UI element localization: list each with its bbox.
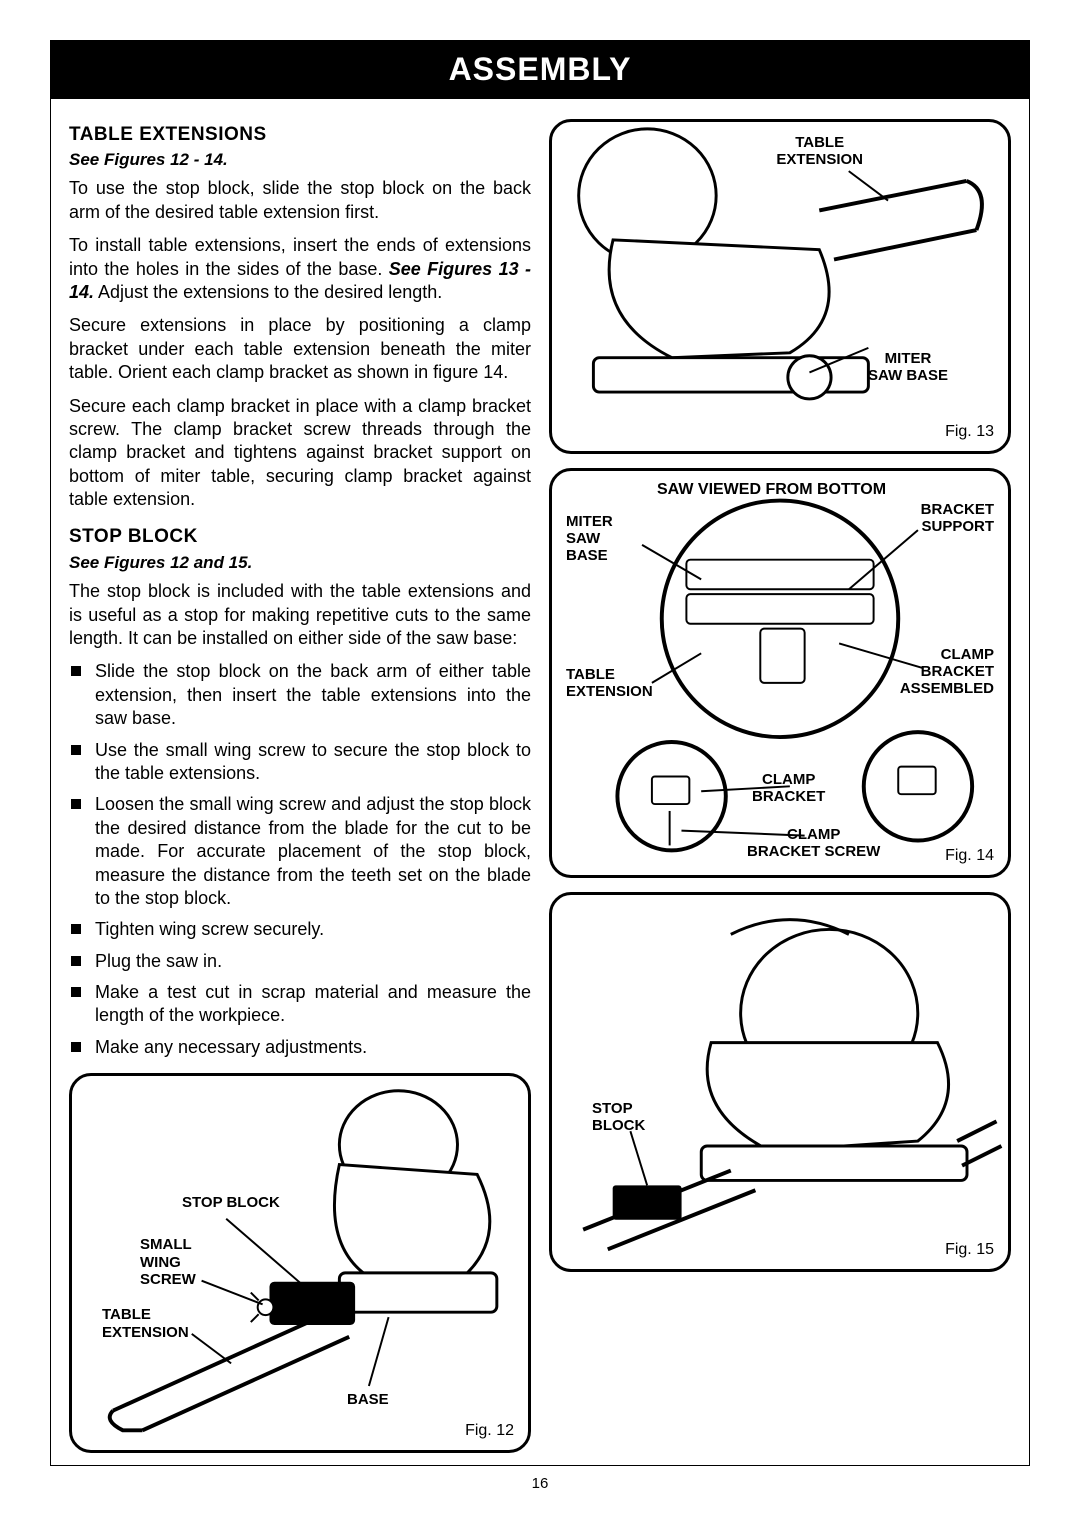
table-extensions-para-3: Secure extensions in place by positionin… <box>69 314 531 384</box>
fig14-label-clamp-bracket: CLAMP BRACKET <box>752 771 825 806</box>
figure-13: TABLE EXTENSION MITER SAW BASE Fig. 13 <box>549 119 1011 454</box>
fig14-label-miter-saw-base: MITER SAW BASE <box>566 513 613 565</box>
fig14-label-clamp-bracket-assembled: CLAMP BRACKET ASSEMBLED <box>900 646 994 698</box>
fig12-caption: Fig. 12 <box>465 1421 514 1442</box>
table-extensions-para-4: Secure each clamp bracket in place with … <box>69 395 531 512</box>
list-item: Tighten wing screw securely. <box>69 918 531 941</box>
fig12-label-base: BASE <box>347 1391 389 1408</box>
left-column: TABLE EXTENSIONS See Figures 12 - 14. To… <box>69 119 531 1454</box>
figure-12: STOP BLOCK SMALL WING SCREW TABLE EXTENS… <box>69 1073 531 1453</box>
content-area: TABLE EXTENSIONS See Figures 12 - 14. To… <box>51 99 1029 1466</box>
stop-block-bullets: Slide the stop block on the back arm of … <box>69 660 531 1059</box>
list-item: Plug the saw in. <box>69 950 531 973</box>
fig14-label-saw-viewed: SAW VIEWED FROM BOTTOM <box>657 481 886 499</box>
table-extensions-see-figures: See Figures 12 - 14. <box>69 149 531 171</box>
fig13-label-miter-saw-base: MITER SAW BASE <box>868 350 948 385</box>
list-item: Use the small wing screw to secure the s… <box>69 739 531 786</box>
fig12-label-stop-block: STOP BLOCK <box>182 1194 280 1211</box>
fig14-label-bracket-support: BRACKET SUPPORT <box>921 501 994 536</box>
list-item: Slide the stop block on the back arm of … <box>69 660 531 730</box>
figure-14: SAW VIEWED FROM BOTTOM MITER SAW BASE BR… <box>549 468 1011 878</box>
fig13-caption: Fig. 13 <box>945 422 994 443</box>
table-extensions-heading: TABLE EXTENSIONS <box>69 123 531 148</box>
list-item: Make a test cut in scrap material and me… <box>69 981 531 1028</box>
page-number: 16 <box>50 1474 1030 1494</box>
figure-15-illustration <box>552 895 1008 1269</box>
list-item: Loosen the small wing screw and adjust t… <box>69 793 531 910</box>
table-extensions-para-2: To install table extensions, insert the … <box>69 234 531 304</box>
fig12-label-small-wing-screw: SMALL WING SCREW <box>140 1236 196 1288</box>
figure-13-illustration <box>552 122 1008 451</box>
stop-block-heading: STOP BLOCK <box>69 525 531 550</box>
list-item: Make any necessary adjustments. <box>69 1036 531 1059</box>
stop-block-see-figures: See Figures 12 and 15. <box>69 552 531 574</box>
fig15-label-stop-block: STOP BLOCK <box>592 1100 645 1135</box>
table-extensions-para-2c: Adjust the extensions to the desired len… <box>94 282 442 302</box>
stop-block-intro: The stop block is included with the tabl… <box>69 580 531 650</box>
figure-15: STOP BLOCK Fig. 15 <box>549 892 1011 1272</box>
fig12-label-table-extension: TABLE EXTENSION <box>102 1306 189 1341</box>
fig14-label-clamp-bracket-screw: CLAMP BRACKET SCREW <box>747 826 880 861</box>
page-border: ASSEMBLY TABLE EXTENSIONS See Figures 12… <box>50 40 1030 1466</box>
fig14-caption: Fig. 14 <box>945 846 994 867</box>
right-column: TABLE EXTENSION MITER SAW BASE Fig. 13 <box>549 119 1011 1454</box>
table-extensions-para-1: To use the stop block, slide the stop bl… <box>69 177 531 224</box>
fig14-label-table-extension: TABLE EXTENSION <box>566 666 653 701</box>
page-title: ASSEMBLY <box>51 41 1029 99</box>
fig13-label-table-extension: TABLE EXTENSION <box>776 134 863 169</box>
fig15-caption: Fig. 15 <box>945 1240 994 1261</box>
